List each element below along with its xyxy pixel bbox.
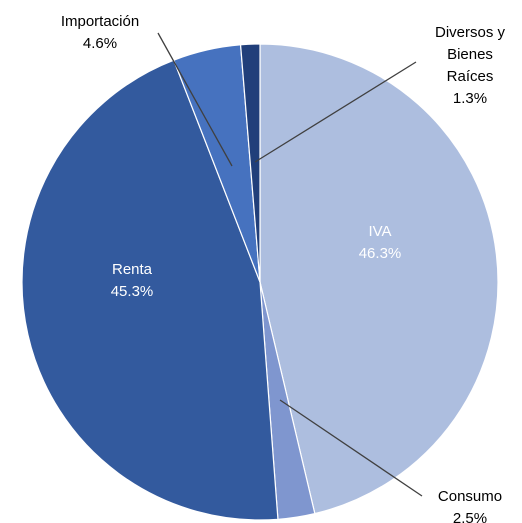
pie-slice (239, 43, 261, 283)
slice-label: IVA 46.3% (325, 221, 435, 265)
value-label: 46.3% (358, 245, 402, 262)
leader-line (254, 61, 417, 163)
value-label: 2.5% (452, 510, 488, 523)
leader-line (157, 32, 233, 167)
category-name: Diversos y Bienes Raíces (434, 24, 505, 85)
category-name: Renta (111, 261, 153, 278)
category-name: Importación (60, 13, 140, 30)
pie-slice (21, 59, 279, 521)
pie-slice (259, 43, 499, 515)
slice-label: Consumo 2.5% (428, 486, 513, 523)
leader-line (279, 399, 423, 497)
category-name: Consumo (437, 488, 503, 505)
slice-label: Renta 45.3% (77, 259, 187, 303)
category-name: IVA (368, 223, 392, 240)
value-label: 4.6% (82, 35, 118, 52)
slice-label: Importación 4.6% (58, 11, 143, 55)
slice-label: Diversos y Bienes Raíces 1.3% (428, 22, 513, 110)
value-label: 45.3% (110, 283, 154, 300)
value-label: 1.3% (452, 90, 488, 107)
